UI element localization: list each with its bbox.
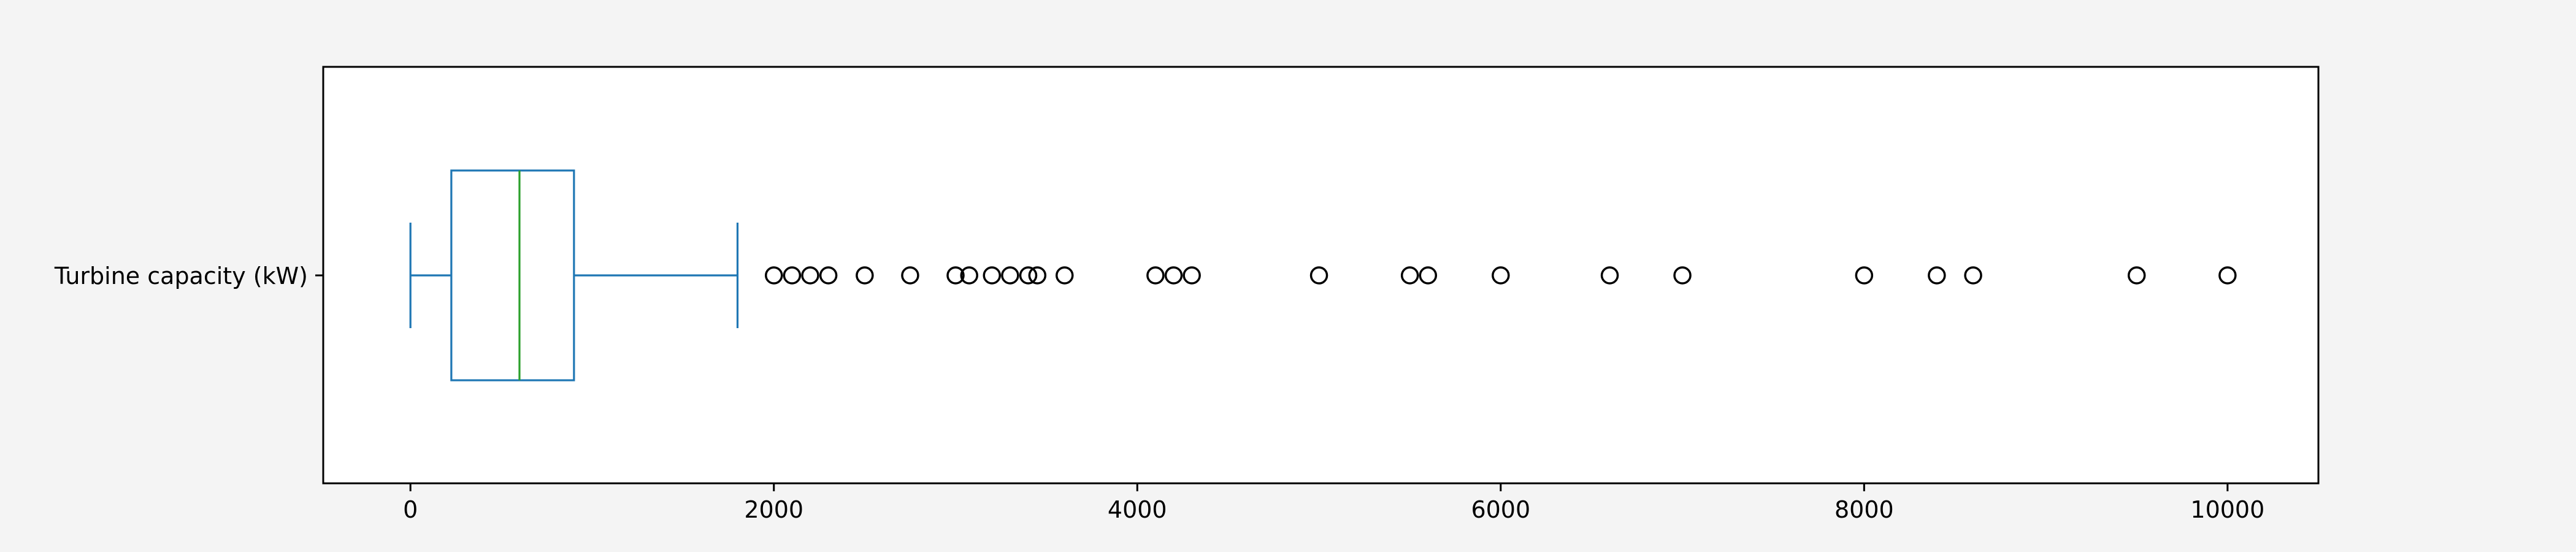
outlier-point <box>1964 266 1982 285</box>
outlier-point <box>801 266 819 285</box>
outlier-point <box>2127 266 2146 285</box>
x-tick-label: 2000 <box>744 496 803 523</box>
outliers <box>764 266 2237 285</box>
outlier-point <box>1419 266 1438 285</box>
outlier-point <box>1183 266 1201 285</box>
outlier-point <box>983 266 1002 285</box>
outlier-point <box>2218 266 2237 285</box>
outlier-point <box>901 266 919 285</box>
outlier-point <box>1855 266 1874 285</box>
x-tick-label: 10000 <box>2190 496 2264 523</box>
outlier-point <box>1001 266 1019 285</box>
outlier-point <box>960 266 978 285</box>
x-tick-label: 6000 <box>1471 496 1530 523</box>
outlier-point <box>1019 266 1038 285</box>
outlier-point <box>856 266 874 285</box>
outlier-point <box>1164 266 1183 285</box>
outlier-point <box>1146 266 1165 285</box>
x-tick-label: 4000 <box>1108 496 1167 523</box>
outlier-point <box>1492 266 1510 285</box>
outlier-point <box>783 266 802 285</box>
x-tick-label: 8000 <box>1834 496 1894 523</box>
outlier-point <box>1309 266 1328 285</box>
y-tick-label: Turbine capacity (kW) <box>54 263 308 289</box>
y-axis-ticks: Turbine capacity (kW) <box>54 263 323 289</box>
x-axis-ticks: 0 2000 4000 6000 8000 10000 <box>403 483 2264 523</box>
outlier-point <box>1028 266 1047 285</box>
outlier-point <box>1056 266 1074 285</box>
x-tick-label: 0 <box>403 496 418 523</box>
outlier-point <box>1600 266 1619 285</box>
outlier-point <box>1400 266 1419 285</box>
outlier-point <box>946 266 965 285</box>
box-plot <box>409 169 739 381</box>
outlier-point <box>1928 266 1946 285</box>
outlier-point <box>1673 266 1692 285</box>
outlier-point <box>819 266 838 285</box>
outlier-point <box>764 266 783 285</box>
